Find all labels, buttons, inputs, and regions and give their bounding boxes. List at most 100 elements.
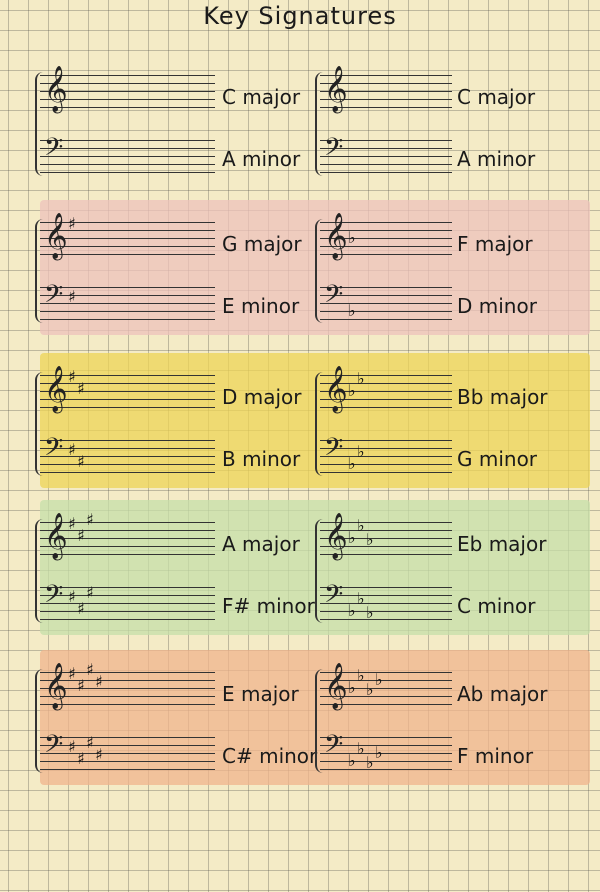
staff-line: [40, 164, 215, 165]
staff-line: [40, 254, 215, 255]
staff-line: [40, 156, 215, 157]
staff-line: [320, 83, 452, 84]
staff-line: [40, 522, 215, 523]
flat-icon: ♭: [348, 528, 356, 547]
treble-staff: [40, 375, 215, 408]
staff-line: [320, 753, 452, 754]
staff-line: [320, 254, 452, 255]
staff-line: [320, 546, 452, 547]
treble-clef-icon: 𝄞: [44, 66, 68, 112]
staff-line: [320, 456, 452, 457]
flat-icon: ♭: [366, 530, 374, 549]
flat-icon: ♭: [375, 670, 383, 689]
major-key-label: G major: [222, 232, 302, 256]
staff-line: [320, 238, 452, 239]
flat-icon: ♭: [357, 369, 365, 388]
staff-line: [320, 75, 452, 76]
staff-line: [40, 546, 215, 547]
flat-icon: ♭: [366, 753, 374, 772]
minor-key-label: A minor: [222, 147, 301, 171]
sharp-icon: ♯: [77, 452, 85, 471]
staff-line: [320, 688, 452, 689]
staff-line: [40, 230, 215, 231]
minor-key-label: C# minor: [222, 744, 318, 768]
brace: [35, 219, 43, 323]
staff-line: [320, 440, 452, 441]
staff-line: [40, 456, 215, 457]
staff-line: [320, 156, 452, 157]
flat-icon: ♭: [348, 228, 356, 247]
bass-staff: [320, 140, 452, 173]
staff-line: [320, 530, 452, 531]
staff-line: [40, 311, 215, 312]
staff-line: [320, 164, 452, 165]
staff-line: [320, 680, 452, 681]
staff-line: [320, 595, 452, 596]
staff-line: [320, 140, 452, 141]
flat-icon: ♭: [357, 739, 365, 758]
staff-line: [320, 587, 452, 588]
bass-staff: [320, 737, 452, 770]
flat-icon: ♭: [366, 680, 374, 699]
staff-line: [40, 91, 215, 92]
flat-icon: ♭: [348, 678, 356, 697]
major-key-label: Eb major: [457, 532, 547, 556]
brace: [315, 372, 323, 476]
staff-line: [320, 737, 452, 738]
sharp-icon: ♯: [77, 676, 85, 695]
staff-line: [40, 440, 215, 441]
staff-line: [320, 538, 452, 539]
treble-staff: [320, 75, 452, 108]
treble-staff: [320, 522, 452, 555]
staff-line: [320, 230, 452, 231]
staff-line: [40, 172, 215, 173]
bass-staff: [40, 587, 215, 620]
staff-line: [40, 246, 215, 247]
brace: [35, 669, 43, 773]
minor-key-label: A minor: [457, 147, 536, 171]
sharp-icon: ♯: [77, 599, 85, 618]
staff-line: [40, 391, 215, 392]
staff-line: [320, 107, 452, 108]
sharp-icon: ♯: [86, 733, 94, 752]
brace: [35, 72, 43, 176]
minor-key-label: F# minor: [222, 594, 315, 618]
major-key-label: Bb major: [457, 385, 548, 409]
major-key-label: C major: [457, 85, 536, 109]
sharp-icon: ♯: [86, 510, 94, 529]
sharp-icon: ♯: [68, 514, 76, 533]
bass-staff: [40, 440, 215, 473]
staff-line: [40, 303, 215, 304]
treble-clef-icon: 𝄞: [324, 513, 348, 559]
minor-key-label: B minor: [222, 447, 301, 471]
staff-line: [40, 603, 215, 604]
staff-line: [40, 107, 215, 108]
major-key-label: D major: [222, 385, 302, 409]
staff-line: [40, 753, 215, 754]
treble-staff: [40, 672, 215, 705]
treble-clef-icon: 𝄞: [324, 663, 348, 709]
sharp-icon: ♯: [68, 664, 76, 683]
staff-line: [40, 148, 215, 149]
bass-staff: [320, 287, 452, 320]
bass-clef-icon: 𝄢: [324, 280, 344, 315]
staff-line: [40, 769, 215, 770]
staff-line: [40, 761, 215, 762]
staff-line: [40, 383, 215, 384]
treble-staff: [40, 522, 215, 555]
staff-line: [320, 696, 452, 697]
bass-clef-icon: 𝄢: [324, 133, 344, 168]
major-key-label: C major: [222, 85, 301, 109]
major-key-label: F major: [457, 232, 533, 256]
minor-key-label: D minor: [457, 294, 537, 318]
sharp-icon: ♯: [95, 745, 103, 764]
treble-clef-icon: 𝄞: [44, 366, 68, 412]
staff-line: [320, 448, 452, 449]
staff-line: [320, 319, 452, 320]
sharp-icon: ♯: [68, 587, 76, 606]
staff-line: [40, 407, 215, 408]
treble-clef-icon: 𝄞: [44, 663, 68, 709]
treble-staff: [320, 672, 452, 705]
flat-icon: ♭: [357, 666, 365, 685]
flat-icon: ♭: [375, 743, 383, 762]
